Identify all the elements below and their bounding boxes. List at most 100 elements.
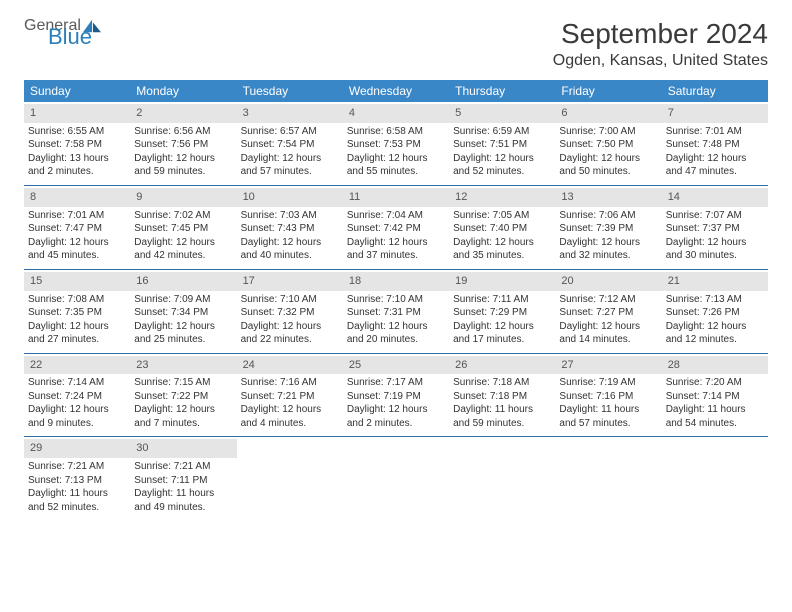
sunset-line: Sunset: 7:16 PM: [559, 390, 657, 404]
day-number: 9: [130, 188, 236, 207]
sunrise-line: Sunrise: 7:10 AM: [347, 293, 445, 307]
calendar-cell: 25Sunrise: 7:17 AMSunset: 7:19 PMDayligh…: [343, 354, 449, 437]
sunset-line: Sunset: 7:53 PM: [347, 138, 445, 152]
sunrise-line: Sunrise: 6:55 AM: [28, 125, 126, 139]
daylight-line: Daylight: 12 hours and 4 minutes.: [241, 403, 339, 430]
day-number: 21: [662, 272, 768, 291]
day-number: 6: [555, 104, 661, 123]
sunrise-line: Sunrise: 6:56 AM: [134, 125, 232, 139]
calendar-cell: 28Sunrise: 7:20 AMSunset: 7:14 PMDayligh…: [662, 354, 768, 437]
sunrise-line: Sunrise: 7:17 AM: [347, 376, 445, 390]
sunset-line: Sunset: 7:14 PM: [666, 390, 764, 404]
calendar-cell: 8Sunrise: 7:01 AMSunset: 7:47 PMDaylight…: [24, 186, 130, 269]
daylight-line: Daylight: 12 hours and 59 minutes.: [134, 152, 232, 179]
calendar-cell: [662, 437, 768, 520]
calendar-cell: 17Sunrise: 7:10 AMSunset: 7:32 PMDayligh…: [237, 270, 343, 353]
sunrise-line: Sunrise: 7:20 AM: [666, 376, 764, 390]
day-number: 22: [24, 356, 130, 375]
sunrise-line: Sunrise: 7:02 AM: [134, 209, 232, 223]
sunset-line: Sunset: 7:32 PM: [241, 306, 339, 320]
sunrise-line: Sunrise: 7:16 AM: [241, 376, 339, 390]
sunrise-line: Sunrise: 6:58 AM: [347, 125, 445, 139]
calendar-cell: 1Sunrise: 6:55 AMSunset: 7:58 PMDaylight…: [24, 102, 130, 185]
sunset-line: Sunset: 7:29 PM: [453, 306, 551, 320]
calendar-cell: 24Sunrise: 7:16 AMSunset: 7:21 PMDayligh…: [237, 354, 343, 437]
sunset-line: Sunset: 7:11 PM: [134, 474, 232, 488]
daylight-line: Daylight: 12 hours and 27 minutes.: [28, 320, 126, 347]
day-number: 12: [449, 188, 555, 207]
sunset-line: Sunset: 7:43 PM: [241, 222, 339, 236]
sunset-line: Sunset: 7:51 PM: [453, 138, 551, 152]
daylight-line: Daylight: 13 hours and 2 minutes.: [28, 152, 126, 179]
daylight-line: Daylight: 12 hours and 20 minutes.: [347, 320, 445, 347]
day-number: 23: [130, 356, 236, 375]
calendar-cell: 10Sunrise: 7:03 AMSunset: 7:43 PMDayligh…: [237, 186, 343, 269]
sunset-line: Sunset: 7:31 PM: [347, 306, 445, 320]
sunset-line: Sunset: 7:18 PM: [453, 390, 551, 404]
day-number: 17: [237, 272, 343, 291]
sunset-line: Sunset: 7:42 PM: [347, 222, 445, 236]
sunrise-line: Sunrise: 6:59 AM: [453, 125, 551, 139]
day-number: 7: [662, 104, 768, 123]
sunset-line: Sunset: 7:24 PM: [28, 390, 126, 404]
calendar-cell: 3Sunrise: 6:57 AMSunset: 7:54 PMDaylight…: [237, 102, 343, 185]
day-number: 11: [343, 188, 449, 207]
sunset-line: Sunset: 7:34 PM: [134, 306, 232, 320]
sunrise-line: Sunrise: 7:19 AM: [559, 376, 657, 390]
daylight-line: Daylight: 11 hours and 54 minutes.: [666, 403, 764, 430]
sunrise-line: Sunrise: 7:18 AM: [453, 376, 551, 390]
calendar-cell: 6Sunrise: 7:00 AMSunset: 7:50 PMDaylight…: [555, 102, 661, 185]
day-number: 24: [237, 356, 343, 375]
calendar-cell: 15Sunrise: 7:08 AMSunset: 7:35 PMDayligh…: [24, 270, 130, 353]
sunset-line: Sunset: 7:40 PM: [453, 222, 551, 236]
daylight-line: Daylight: 12 hours and 42 minutes.: [134, 236, 232, 263]
day-number: 3: [237, 104, 343, 123]
day-number: 19: [449, 272, 555, 291]
calendar-table: SundayMondayTuesdayWednesdayThursdayFrid…: [24, 80, 768, 520]
dow-sunday: Sunday: [24, 80, 130, 102]
week-row: 8Sunrise: 7:01 AMSunset: 7:47 PMDaylight…: [24, 186, 768, 270]
sunrise-line: Sunrise: 7:15 AM: [134, 376, 232, 390]
sunrise-line: Sunrise: 7:13 AM: [666, 293, 764, 307]
day-number: 18: [343, 272, 449, 291]
calendar-cell: 22Sunrise: 7:14 AMSunset: 7:24 PMDayligh…: [24, 354, 130, 437]
week-row: 29Sunrise: 7:21 AMSunset: 7:13 PMDayligh…: [24, 437, 768, 520]
daylight-line: Daylight: 12 hours and 50 minutes.: [559, 152, 657, 179]
sunrise-line: Sunrise: 7:06 AM: [559, 209, 657, 223]
day-number: 30: [130, 439, 236, 458]
dow-wednesday: Wednesday: [343, 80, 449, 102]
sunset-line: Sunset: 7:48 PM: [666, 138, 764, 152]
daylight-line: Daylight: 12 hours and 40 minutes.: [241, 236, 339, 263]
calendar-cell: 20Sunrise: 7:12 AMSunset: 7:27 PMDayligh…: [555, 270, 661, 353]
sunset-line: Sunset: 7:35 PM: [28, 306, 126, 320]
sunset-line: Sunset: 7:13 PM: [28, 474, 126, 488]
calendar-cell: 21Sunrise: 7:13 AMSunset: 7:26 PMDayligh…: [662, 270, 768, 353]
daylight-line: Daylight: 11 hours and 49 minutes.: [134, 487, 232, 514]
sunset-line: Sunset: 7:22 PM: [134, 390, 232, 404]
sunrise-line: Sunrise: 7:01 AM: [666, 125, 764, 139]
daylight-line: Daylight: 12 hours and 30 minutes.: [666, 236, 764, 263]
sunrise-line: Sunrise: 7:05 AM: [453, 209, 551, 223]
brand-logo: General Blue: [24, 18, 101, 48]
calendar-cell: 14Sunrise: 7:07 AMSunset: 7:37 PMDayligh…: [662, 186, 768, 269]
daylight-line: Daylight: 12 hours and 2 minutes.: [347, 403, 445, 430]
sunrise-line: Sunrise: 7:01 AM: [28, 209, 126, 223]
day-number: 28: [662, 356, 768, 375]
calendar-cell: 26Sunrise: 7:18 AMSunset: 7:18 PMDayligh…: [449, 354, 555, 437]
calendar-cell: 19Sunrise: 7:11 AMSunset: 7:29 PMDayligh…: [449, 270, 555, 353]
sunset-line: Sunset: 7:21 PM: [241, 390, 339, 404]
sunrise-line: Sunrise: 7:00 AM: [559, 125, 657, 139]
sunset-line: Sunset: 7:37 PM: [666, 222, 764, 236]
daylight-line: Daylight: 11 hours and 57 minutes.: [559, 403, 657, 430]
sunrise-line: Sunrise: 7:03 AM: [241, 209, 339, 223]
daylight-line: Daylight: 12 hours and 47 minutes.: [666, 152, 764, 179]
day-number: 15: [24, 272, 130, 291]
week-row: 1Sunrise: 6:55 AMSunset: 7:58 PMDaylight…: [24, 102, 768, 186]
daylight-line: Daylight: 12 hours and 7 minutes.: [134, 403, 232, 430]
dow-monday: Monday: [130, 80, 236, 102]
day-number: 20: [555, 272, 661, 291]
sunset-line: Sunset: 7:27 PM: [559, 306, 657, 320]
daylight-line: Daylight: 12 hours and 45 minutes.: [28, 236, 126, 263]
calendar-cell: 2Sunrise: 6:56 AMSunset: 7:56 PMDaylight…: [130, 102, 236, 185]
day-number: 2: [130, 104, 236, 123]
